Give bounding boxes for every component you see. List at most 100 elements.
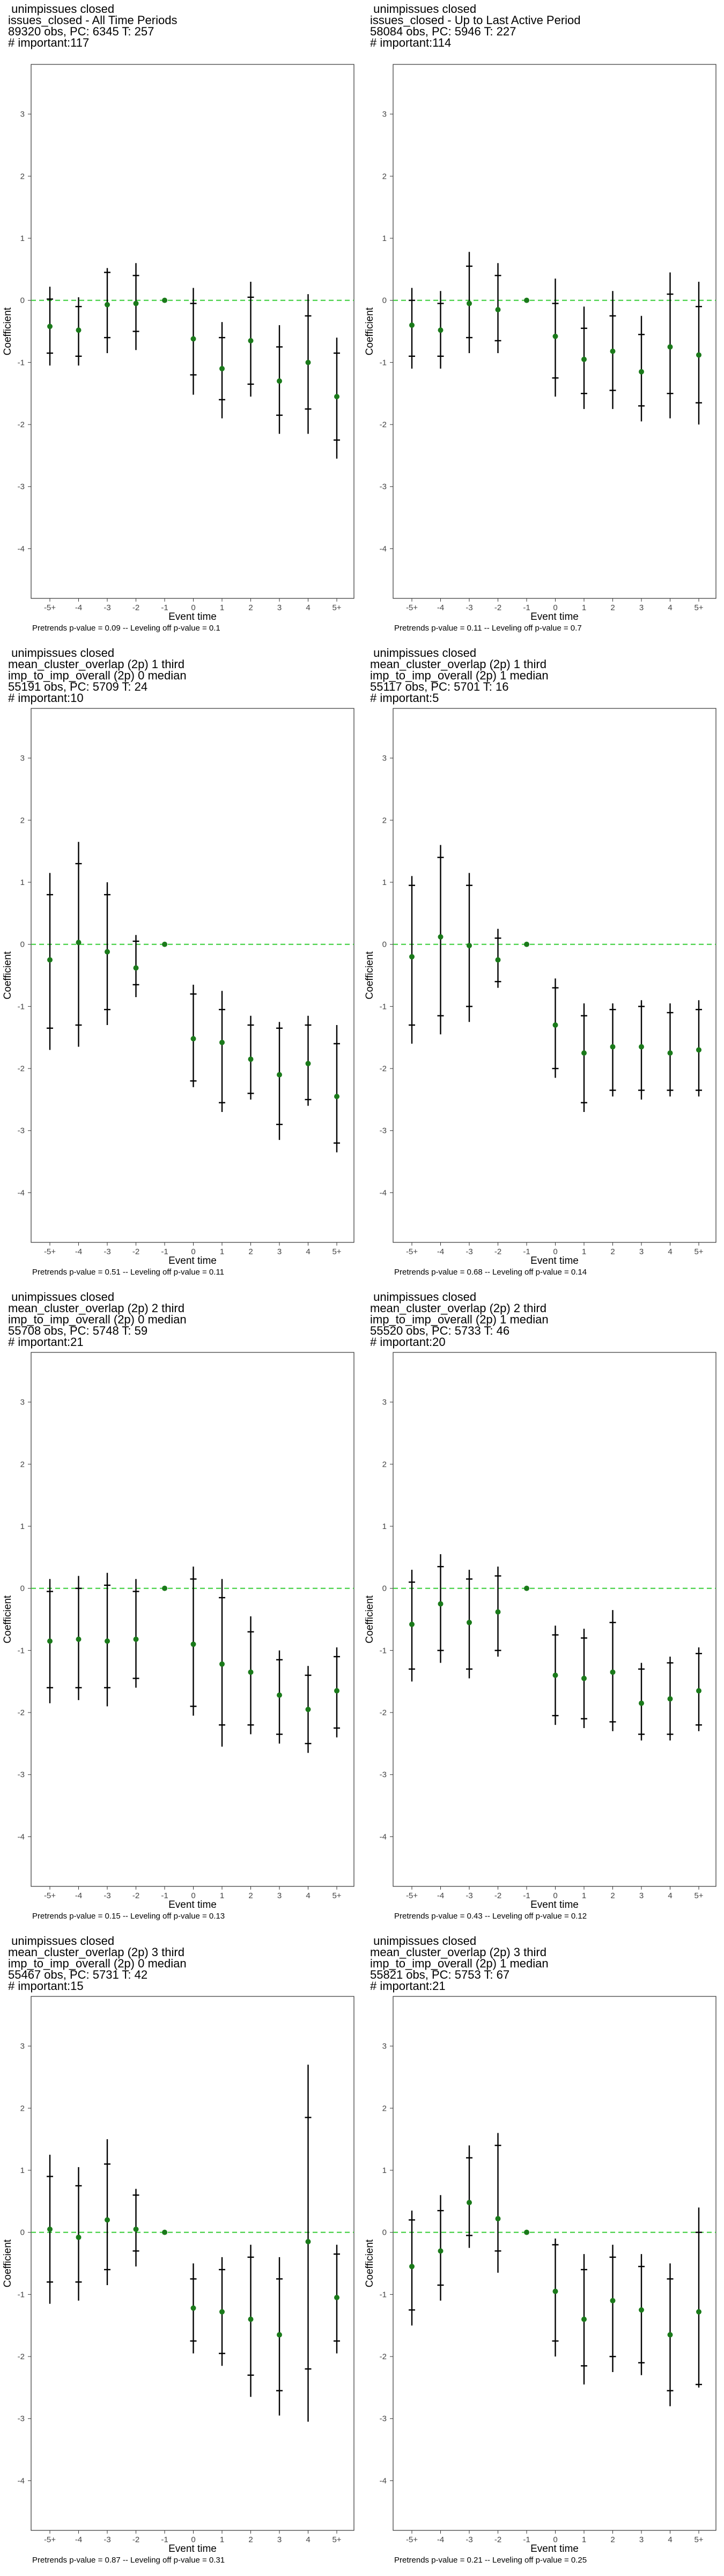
p-value-note: Pretrends p-value = 0.09 -- Leveling off… — [32, 624, 220, 633]
y-tick-label: 1 — [382, 234, 387, 243]
estimate-point — [219, 1661, 225, 1667]
y-tick-label: 0 — [20, 940, 25, 949]
y-tick-label: 2 — [20, 816, 25, 825]
chart-title: unimpissues closed mean_cluster_overlap (… — [8, 1291, 357, 1348]
chart-title-line: mean_cluster_overlap (2p) 3 third — [8, 1945, 184, 1959]
y-axis-label: Coefficient — [364, 951, 375, 999]
y-tick-label: 3 — [382, 754, 387, 763]
y-tick-label: -3 — [380, 1770, 387, 1780]
chart-title: unimpissues closed mean_cluster_overlap (… — [370, 647, 719, 704]
x-tick-label: -4 — [75, 2535, 82, 2544]
plot-frame — [31, 64, 354, 599]
estimate-point — [248, 1669, 254, 1675]
estimate-point — [133, 2226, 139, 2232]
plot-frame — [31, 708, 354, 1243]
chart-title-line: # important:21 — [370, 1979, 446, 1993]
y-tick-label: -4 — [380, 1832, 387, 1841]
y-tick-label: 3 — [382, 110, 387, 119]
x-tick-label: -3 — [104, 1891, 110, 1900]
event-study-panel: unimpissues closed mean_cluster_overlap (… — [0, 1932, 362, 2576]
x-tick-label: -4 — [75, 1891, 82, 1900]
chart-title-line: 89320 obs, PC: 6345 T: 257 — [8, 25, 154, 38]
x-tick-label: 4 — [306, 1891, 310, 1900]
event-study-panel: unimpissues closed mean_cluster_overlap (… — [362, 1932, 724, 2576]
x-tick-label: 3 — [277, 603, 282, 612]
estimate-point — [667, 1050, 673, 1056]
estimate-point — [190, 336, 196, 342]
estimate-point — [524, 1585, 529, 1591]
y-tick-label: -2 — [18, 420, 25, 429]
y-tick-label: 0 — [382, 1584, 387, 1593]
y-tick-label: 0 — [20, 2228, 25, 2237]
y-tick-label: -4 — [380, 2476, 387, 2485]
y-tick-label: 0 — [20, 1584, 25, 1593]
chart-title: unimpissues closed issues_closed - Up to … — [370, 2, 719, 49]
estimate-point — [552, 333, 558, 339]
x-tick-label: 4 — [306, 2535, 310, 2544]
x-tick-label: -1 — [523, 2535, 530, 2544]
estimate-point — [277, 1072, 282, 1078]
p-value-note: Pretrends p-value = 0.43 -- Leveling off… — [394, 1912, 587, 1921]
chart-title-line: unimpissues closed — [370, 2, 477, 16]
y-tick-label: 0 — [20, 296, 25, 305]
x-axis-label: Event time — [530, 611, 579, 623]
estimate-point — [696, 352, 701, 358]
chart-title-line: imp_to_imp_overall (2p) 1 median — [370, 1957, 549, 1970]
estimate-point — [305, 360, 311, 365]
estimate-point — [438, 2248, 444, 2254]
estimate-point — [47, 324, 53, 330]
y-tick-label: -1 — [380, 2290, 387, 2299]
chart-title-line: # important:20 — [370, 1335, 446, 1349]
chart-title-line: # important:15 — [8, 1979, 84, 1993]
chart-title: unimpissues closed mean_cluster_overlap (… — [370, 1935, 719, 1992]
estimate-point — [409, 1621, 415, 1627]
x-tick-label: 2 — [610, 603, 615, 612]
chart-title: unimpissues closed issues_closed - All Ti… — [8, 3, 357, 49]
plot-frame — [393, 1996, 716, 2531]
chart-title-line: # important:21 — [8, 1335, 84, 1349]
x-tick-label: 5+ — [694, 1891, 703, 1900]
estimate-point — [334, 1094, 339, 1100]
chart-title: unimpissues closed mean_cluster_overlap (… — [8, 647, 357, 704]
y-tick-label: 1 — [20, 2166, 25, 2175]
x-tick-label: 1 — [582, 1891, 586, 1900]
estimate-point — [409, 954, 415, 960]
chart-title-line: 55708 obs, PC: 5748 T: 59 — [8, 1324, 148, 1337]
y-axis-label: Coefficient — [364, 2239, 375, 2287]
estimate-point — [248, 1056, 254, 1062]
estimate-point — [667, 2332, 673, 2338]
estimate-point — [47, 2226, 53, 2232]
y-tick-label: 2 — [20, 172, 25, 181]
estimate-point — [190, 1036, 196, 1042]
chart-title-line: unimpissues closed — [8, 646, 115, 660]
x-tick-label: -4 — [75, 603, 82, 612]
estimate-point — [47, 957, 53, 963]
estimate-point — [76, 940, 82, 946]
x-tick-label: -3 — [466, 603, 472, 612]
y-tick-label: -3 — [18, 482, 25, 492]
y-tick-label: 1 — [382, 1522, 387, 1531]
estimate-point — [248, 2316, 254, 2322]
y-tick-label: 1 — [20, 1522, 25, 1531]
plot-frame — [31, 1996, 354, 2531]
x-tick-label: 5+ — [694, 603, 703, 612]
estimate-point — [610, 348, 616, 354]
estimate-point — [552, 1672, 558, 1678]
y-axis-label: Coefficient — [364, 1595, 375, 1643]
x-tick-label: 5+ — [694, 2535, 703, 2544]
plot-area: -4 -3 -2 -1 0 1 2 3 -5+ -4 -3 -2 -1 0 1 2 3 4 5+ Event time… — [2, 1996, 354, 2555]
y-tick-label: 1 — [20, 234, 25, 243]
plot-frame — [31, 1352, 354, 1887]
x-axis-label: Event time — [530, 1899, 579, 1911]
estimate-point — [696, 1688, 701, 1694]
y-tick-label: -3 — [18, 1770, 25, 1780]
chart-title-line: unimpissues closed — [370, 1290, 477, 1304]
p-value-note: Pretrends p-value = 0.51 -- Leveling off… — [32, 1268, 225, 1277]
y-tick-label: -1 — [380, 358, 387, 367]
p-value-note: Pretrends p-value = 0.21 -- Leveling off… — [394, 2556, 587, 2565]
plot-area: -4 -3 -2 -1 0 1 2 3 -5+ -4 -3 -2 -1 0 1 2 3 4 5+ Event time… — [2, 708, 354, 1267]
chart-title-line: mean_cluster_overlap (2p) 1 third — [370, 657, 546, 671]
x-tick-label: -1 — [161, 1891, 168, 1900]
estimate-point — [667, 344, 673, 350]
estimate-point — [696, 2309, 701, 2315]
